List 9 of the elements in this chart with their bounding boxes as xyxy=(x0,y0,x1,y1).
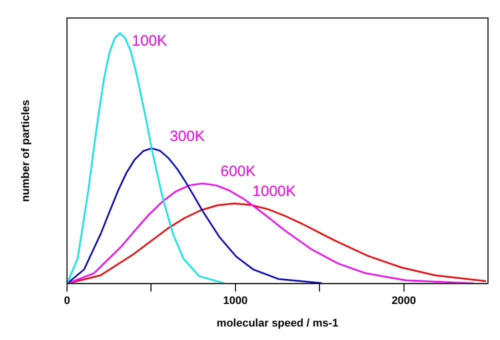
x-axis-title: molecular speed / ms-1 xyxy=(216,317,338,330)
series-label: 300K xyxy=(170,128,205,145)
series-label: 600K xyxy=(220,163,256,180)
x-tick-label: 0 xyxy=(64,295,70,308)
x-tick-label: 2000 xyxy=(392,295,416,308)
series-label: 1000K xyxy=(252,183,296,200)
y-axis-title: number of particles xyxy=(20,100,32,202)
x-tick-label: 1000 xyxy=(223,295,248,308)
series-label: 100K xyxy=(132,32,167,50)
